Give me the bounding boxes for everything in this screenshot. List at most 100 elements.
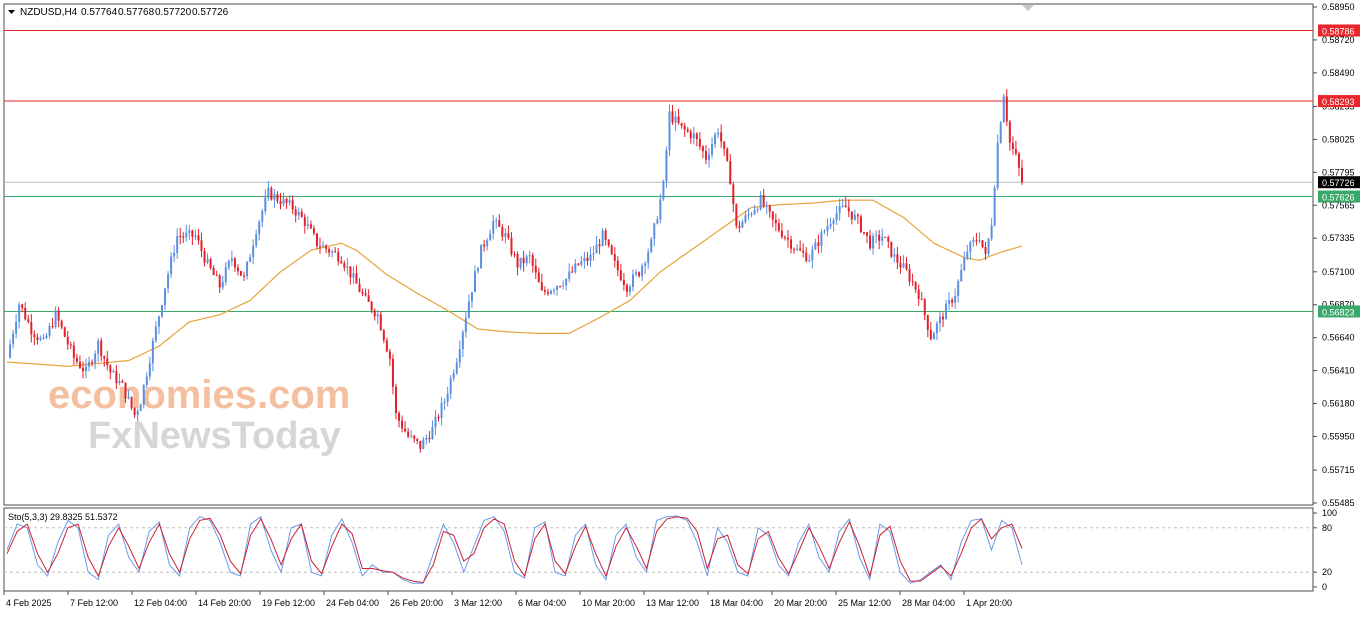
candle-body (577, 263, 580, 265)
price-tag-bg (1318, 95, 1360, 108)
candle-body (707, 154, 710, 160)
candle-body (689, 131, 692, 139)
candle-body (100, 340, 103, 357)
candle-body (115, 371, 118, 384)
candle-body (1011, 142, 1014, 150)
candle-body (39, 337, 42, 340)
candle-body (230, 258, 233, 261)
candle-body (501, 226, 504, 237)
candle-body (856, 215, 859, 217)
candle-body (391, 358, 394, 387)
candle-body (261, 211, 264, 222)
candle-body (139, 404, 142, 411)
candle-body (258, 221, 261, 235)
candle-body (966, 251, 969, 258)
candle-body (294, 209, 297, 216)
candle-body (796, 248, 799, 250)
candle-body (938, 316, 941, 324)
candle-body (170, 256, 173, 275)
candle-body (282, 198, 285, 205)
price-tick-label: 0.56180 (1322, 399, 1355, 409)
candle-body (753, 210, 756, 215)
candle-body (206, 259, 209, 263)
candle-body (850, 211, 853, 220)
candle-body (410, 435, 413, 437)
candle-body (200, 240, 203, 251)
candle-body (993, 187, 996, 226)
stochastic-tick-label: 0 (1322, 582, 1327, 592)
candle-body (461, 331, 464, 350)
candle-body (759, 194, 762, 210)
current-price-tag-label: 0.57726 (1322, 178, 1355, 188)
candle-body (957, 281, 960, 297)
price-tick-label: 0.57565 (1322, 200, 1355, 210)
candle-body (464, 317, 467, 332)
candle-body (668, 111, 671, 151)
candle-body (574, 263, 577, 272)
candle-body (604, 230, 607, 240)
candle-body (899, 262, 902, 268)
candle-body (777, 223, 780, 231)
candle-body (473, 271, 476, 293)
candle-body (671, 111, 674, 123)
candle-body (990, 225, 993, 239)
candle-body (744, 215, 747, 222)
candle-body (543, 290, 546, 292)
candle-body (683, 125, 686, 130)
candle-body (212, 268, 215, 276)
candle-body (516, 254, 519, 268)
candle-body (97, 340, 100, 354)
candle-body (33, 334, 36, 337)
candle-body (36, 336, 39, 340)
time-tick-label: 4 Feb 2025 (6, 598, 52, 608)
candle-body (428, 437, 431, 440)
stochastic-lines (4, 515, 1313, 584)
candle-body (72, 345, 75, 358)
candle-body (63, 327, 66, 337)
candle-body (987, 238, 990, 254)
candle-body (142, 384, 145, 405)
price-tick-label: 0.56410 (1322, 366, 1355, 376)
candle-body (735, 204, 738, 226)
candle-body (167, 274, 170, 289)
candle-body (404, 428, 407, 432)
candle-body (975, 240, 978, 242)
candle-body (160, 305, 163, 317)
candle-body (385, 340, 388, 352)
candle-body (422, 439, 425, 449)
candle-body (650, 238, 653, 252)
scroll-marker-icon[interactable] (1022, 5, 1034, 11)
watermark-line2: FxNewsToday (88, 415, 341, 457)
candle-body (440, 403, 443, 419)
candle-body (370, 301, 373, 311)
candle-body (1014, 149, 1017, 154)
stochastic-tick-label: 100 (1322, 508, 1337, 518)
candle-body (325, 245, 328, 249)
candle-body (477, 268, 480, 272)
candle-body (151, 340, 154, 364)
candle-body (340, 261, 343, 264)
candle-body (306, 224, 309, 226)
time-tick-label: 24 Feb 04:00 (326, 598, 379, 608)
time-tick-label: 7 Feb 12:00 (70, 598, 118, 608)
candle-body (665, 150, 668, 182)
candle-body (112, 371, 115, 373)
candle-body (805, 252, 808, 262)
symbol-label: NZDUSD,H4 (20, 7, 78, 18)
collapse-arrow-icon[interactable] (8, 10, 15, 14)
candle-body (881, 236, 884, 241)
time-tick-label: 12 Feb 04:00 (134, 598, 187, 608)
time-axis: 4 Feb 2025 7 Feb 12:00 12 Feb 04:00 14 Feb … (3, 591, 1012, 608)
candle-body (625, 284, 628, 292)
candle-body (583, 257, 586, 262)
candle-body (148, 363, 151, 377)
candle-body (917, 289, 920, 299)
candle-body (562, 285, 565, 287)
candle-body (841, 205, 844, 207)
candle-body (568, 271, 571, 279)
candle-body (388, 351, 391, 359)
candle-body (376, 314, 379, 317)
stochastic-line (6, 515, 1023, 584)
